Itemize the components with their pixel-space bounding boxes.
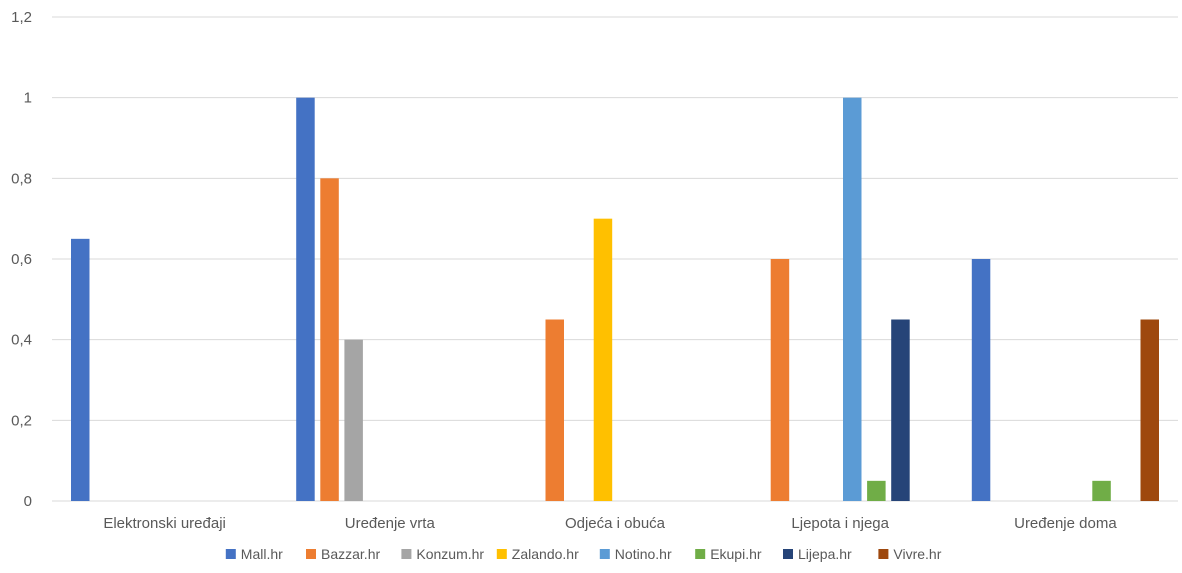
bar: [867, 480, 886, 501]
legend-swatch: [401, 549, 412, 559]
bar: [71, 238, 90, 502]
axis-layer: 0 0,2 0,4 0,6 0,8 1 1,2 Elektronski uređaji Uređ…: [11, 9, 1117, 532]
y-tick-label: 0,6: [11, 251, 32, 268]
legend-swatch: [599, 549, 610, 559]
legend-swatch: [695, 549, 706, 559]
legend-swatch: [306, 549, 316, 559]
legend-swatch: [878, 549, 889, 559]
legend-label: Bazzar.hr: [321, 546, 380, 562]
bar-layer: [71, 97, 1159, 502]
bar: [843, 97, 862, 502]
legend-label: Ekupi.hr: [710, 546, 762, 562]
x-tick-label: Uređenje vrta: [345, 515, 436, 532]
y-tick-label: 1,2: [11, 9, 32, 26]
legend-swatch: [496, 549, 507, 559]
bar: [1092, 480, 1111, 501]
bar: [971, 259, 991, 501]
y-tick-label: 0,4: [11, 332, 32, 349]
legend-swatch: [783, 549, 793, 559]
y-tick-label: 0: [24, 493, 32, 510]
x-tick-label: Odjeća i obuća: [565, 515, 666, 532]
x-tick-label: Elektronski uređaji: [103, 515, 226, 532]
x-tick-label: Uređenje doma: [1014, 515, 1117, 532]
y-tick-label: 0,8: [11, 170, 32, 187]
bar: [344, 339, 363, 501]
bar: [891, 319, 910, 501]
bar: [320, 178, 339, 502]
legend-label: Konzum.hr: [416, 546, 484, 562]
legend-label: Lijepa.hr: [798, 546, 852, 562]
bar: [770, 259, 790, 501]
bar: [296, 97, 315, 502]
legend-label: Notino.hr: [615, 546, 672, 562]
y-tick-label: 1: [24, 90, 32, 107]
legend-swatch: [225, 549, 236, 559]
bar: [545, 319, 564, 501]
x-tick-label: Ljepota i njega: [791, 515, 889, 532]
bar: [1140, 319, 1159, 501]
y-tick-label: 0,2: [11, 412, 32, 429]
legend-label: Zalando.hr: [512, 546, 579, 562]
legend-label: Vivre.hr: [893, 546, 941, 562]
grid-layer: [52, 16, 1178, 502]
legend-label: Mall.hr: [241, 546, 283, 562]
legend: Mall.hr Bazzar.hr Konzum.hr Zalando.hr Notin…: [225, 546, 942, 562]
bar: [593, 218, 613, 501]
